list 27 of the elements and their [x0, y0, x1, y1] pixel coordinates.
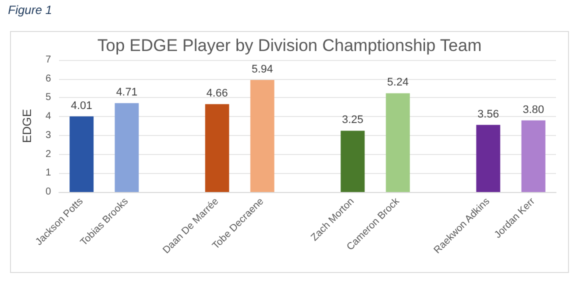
bar [205, 104, 230, 192]
y-tick-label: 3 [45, 130, 52, 141]
data-label: 5.94 [252, 63, 274, 76]
y-tick-label: 6 [45, 73, 52, 84]
bar [340, 130, 365, 192]
caption: Figure 1 [8, 3, 52, 17]
bar [70, 116, 94, 192]
chart-title: Top EDGE Player by Division Champtionship Team [97, 36, 482, 55]
y-tick-label: 2 [45, 148, 52, 160]
bar [476, 124, 500, 192]
y-tick-label: 7 [45, 54, 52, 66]
bar [250, 80, 274, 192]
data-label: 3.80 [522, 104, 544, 116]
data-label: 3.56 [478, 108, 499, 120]
y-tick-label: 1 [45, 168, 52, 179]
data-label: 4.01 [70, 100, 92, 112]
data-label: 5.24 [387, 76, 409, 89]
data-label: 4.71 [116, 86, 138, 99]
y-axis-title: EDGE [20, 108, 34, 144]
bar [114, 103, 139, 192]
y-tick-label: 5 [45, 92, 52, 104]
bar [386, 93, 410, 192]
bar [521, 120, 546, 192]
data-label: 4.66 [206, 88, 228, 100]
y-tick-label: 4 [45, 111, 52, 122]
data-label: 3.25 [342, 114, 364, 126]
y-tick-label: 0 [45, 186, 52, 198]
